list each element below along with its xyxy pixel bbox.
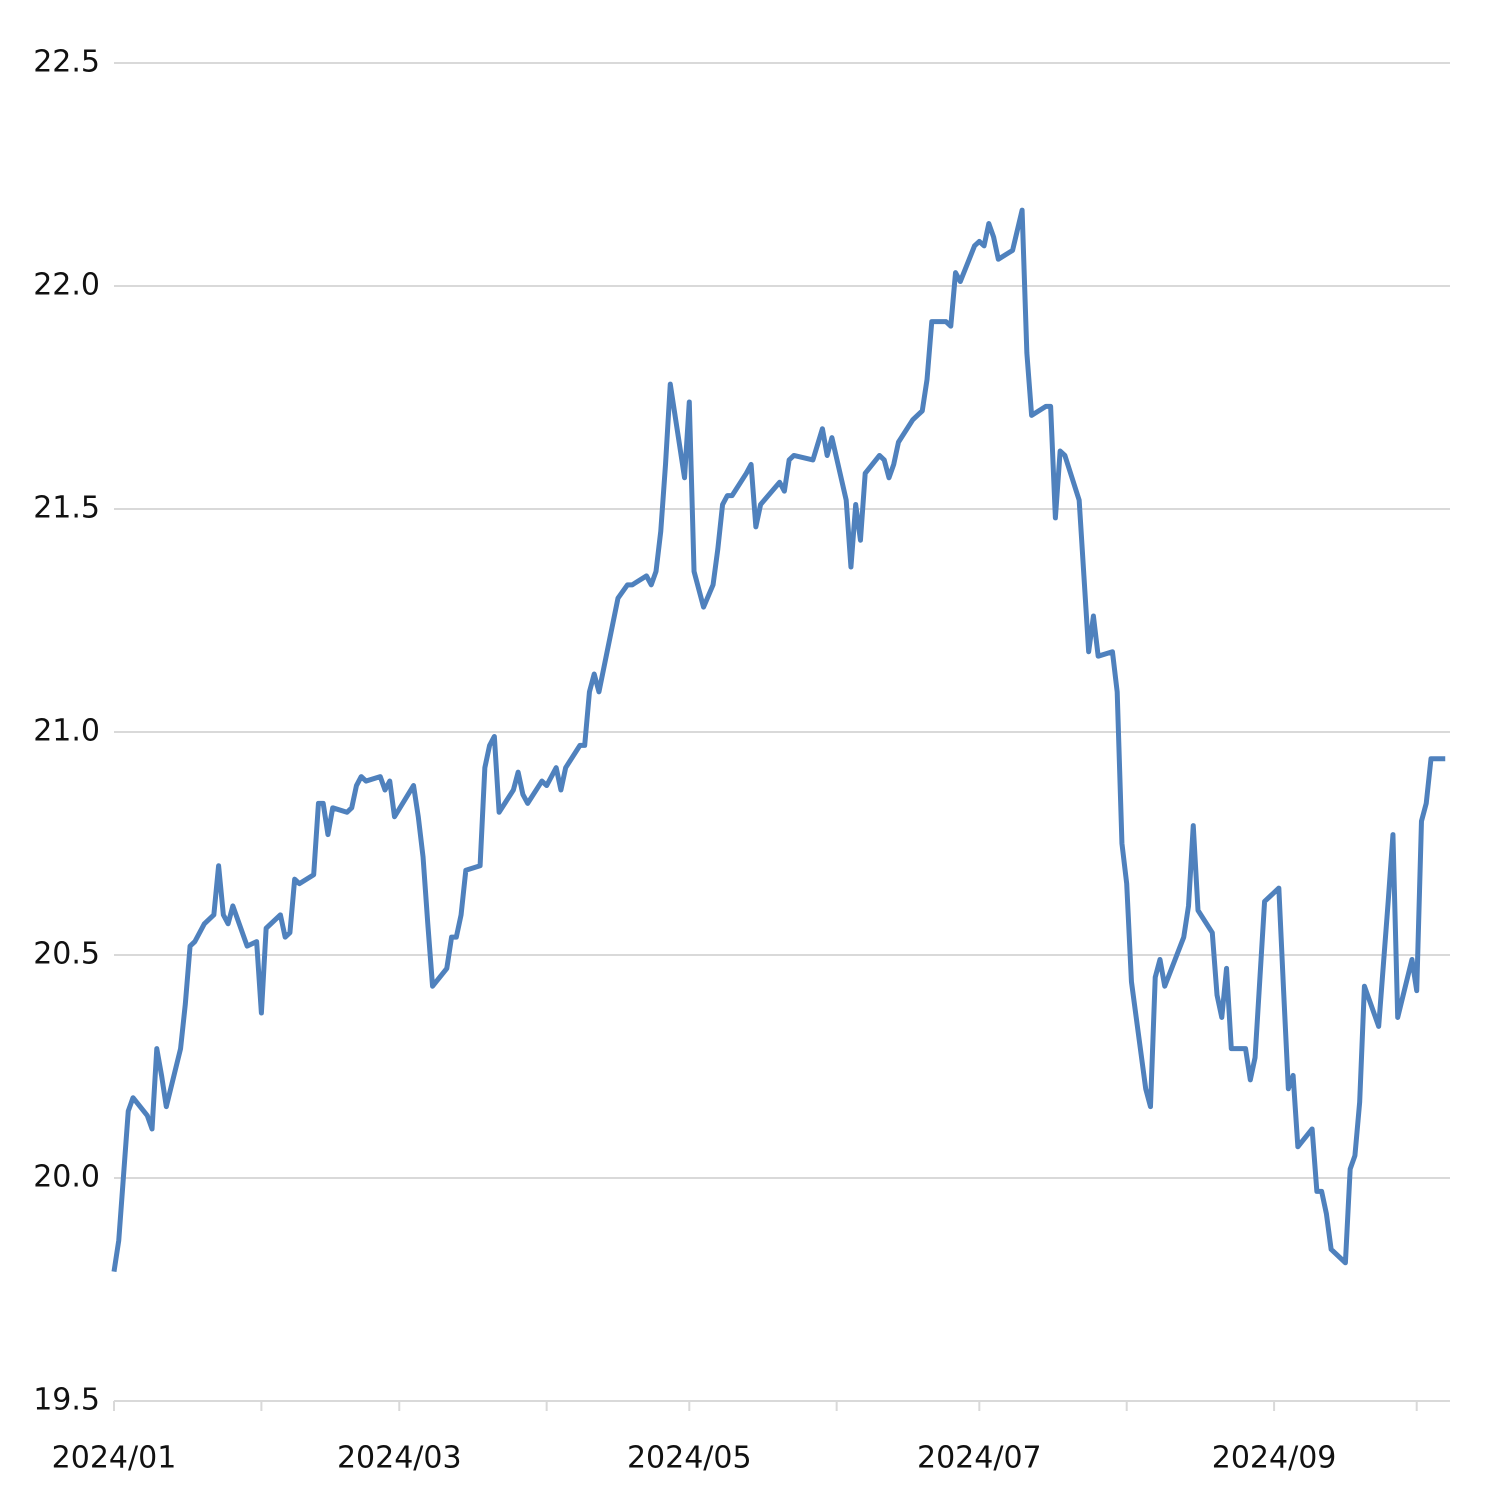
x-tick-label: 2024/03 [337, 1441, 462, 1476]
y-tick-label: 22.0 [33, 268, 100, 303]
y-tick-label: 21.0 [33, 714, 100, 749]
y-tick-label: 20.0 [33, 1160, 100, 1195]
x-tick-label: 2024/07 [917, 1441, 1042, 1476]
x-tick-label: 2024/09 [1212, 1441, 1337, 1476]
y-tick-label: 20.5 [33, 937, 100, 972]
y-tick-label: 19.5 [33, 1383, 100, 1418]
y-tick-label: 22.5 [33, 45, 100, 80]
data-line [111, 207, 1446, 1273]
y-tick-label: 21.5 [33, 491, 100, 526]
x-tick-label: 2024/05 [627, 1441, 752, 1476]
x-tick-label: 2024/01 [52, 1441, 177, 1476]
